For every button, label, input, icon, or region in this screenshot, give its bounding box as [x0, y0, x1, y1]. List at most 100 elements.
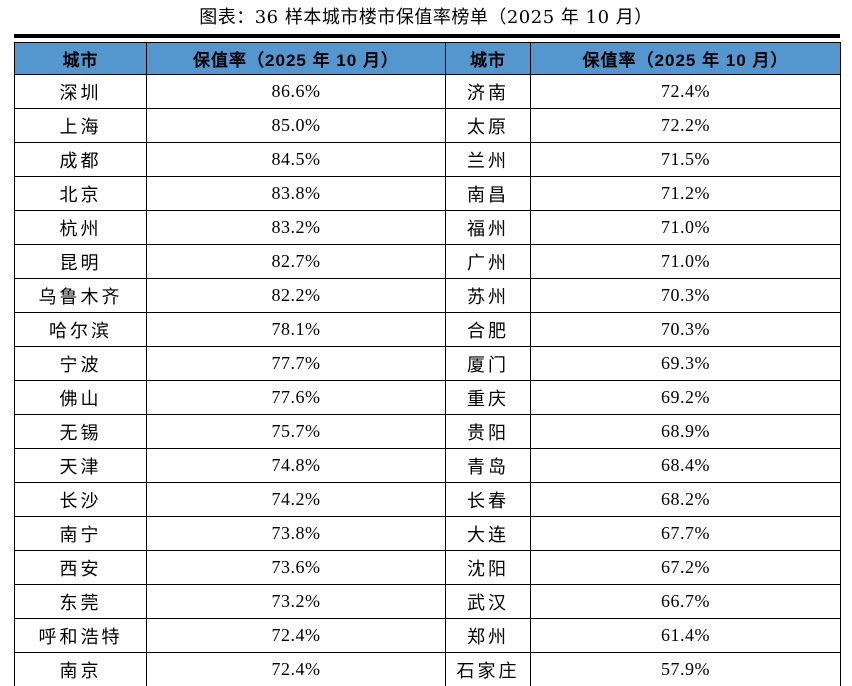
- city-cell-left: 乌鲁木齐: [14, 278, 147, 313]
- city-cell-right: 长春: [445, 482, 531, 517]
- city-cell-right: 太原: [445, 108, 531, 143]
- table-row: 南宁 73.8% 大连 67.7%: [14, 516, 841, 551]
- city-cell-left: 天津: [14, 448, 147, 483]
- city-cell-left: 呼和浩特: [14, 618, 147, 653]
- city-cell-right: 厦门: [445, 346, 531, 381]
- city-cell-right: 广州: [445, 244, 531, 279]
- rate-cell-right: 71.0%: [530, 210, 841, 245]
- city-cell-right: 合肥: [445, 312, 531, 347]
- table-row: 长沙 74.2% 长春 68.2%: [14, 482, 841, 517]
- table-row: 乌鲁木齐 82.2% 苏州 70.3%: [14, 278, 841, 313]
- rate-cell-right: 68.4%: [530, 448, 841, 483]
- table-row: 哈尔滨 78.1% 合肥 70.3%: [14, 312, 841, 347]
- table-row: 北京 83.8% 南昌 71.2%: [14, 176, 841, 211]
- rate-cell-right: 61.4%: [530, 618, 841, 653]
- rate-cell-right: 72.4%: [530, 74, 841, 109]
- rate-cell-right: 67.7%: [530, 516, 841, 551]
- rate-cell-left: 73.2%: [146, 584, 446, 619]
- city-cell-right: 郑州: [445, 618, 531, 653]
- table-row: 南京 72.4% 石家庄 57.9%: [14, 652, 841, 686]
- table-row: 成都 84.5% 兰州 71.5%: [14, 142, 841, 177]
- rate-cell-left: 86.6%: [146, 74, 446, 109]
- page-title: 图表：36 样本城市楼市保值率榜单（2025 年 10 月）: [199, 7, 653, 28]
- rate-cell-right: 69.2%: [530, 380, 841, 415]
- rate-cell-left: 75.7%: [146, 414, 446, 449]
- table-row: 杭州 83.2% 福州 71.0%: [14, 210, 841, 245]
- table-row: 无锡 75.7% 贵阳 68.9%: [14, 414, 841, 449]
- city-cell-right: 青岛: [445, 448, 531, 483]
- city-cell-left: 宁波: [14, 346, 147, 381]
- city-cell-left: 哈尔滨: [14, 312, 147, 347]
- rate-cell-left: 77.6%: [146, 380, 446, 415]
- city-cell-right: 沈阳: [445, 550, 531, 585]
- table-row: 深圳 86.6% 济南 72.4%: [14, 74, 841, 109]
- rate-cell-left: 73.8%: [146, 516, 446, 551]
- rate-cell-right: 57.9%: [530, 652, 841, 686]
- header-rate-right: 保值率（2025 年 10 月）: [530, 42, 841, 75]
- rate-cell-right: 70.3%: [530, 312, 841, 347]
- city-cell-right: 贵阳: [445, 414, 531, 449]
- rate-cell-left: 82.7%: [146, 244, 446, 279]
- city-cell-left: 南京: [14, 652, 147, 686]
- table-row: 天津 74.8% 青岛 68.4%: [14, 448, 841, 483]
- city-cell-right: 济南: [445, 74, 531, 109]
- city-cell-left: 东莞: [14, 584, 147, 619]
- city-cell-right: 重庆: [445, 380, 531, 415]
- rate-cell-left: 73.6%: [146, 550, 446, 585]
- table-row: 宁波 77.7% 厦门 69.3%: [14, 346, 841, 381]
- city-cell-left: 成都: [14, 142, 147, 177]
- city-cell-left: 无锡: [14, 414, 147, 449]
- rate-cell-right: 72.2%: [530, 108, 841, 143]
- city-cell-left: 长沙: [14, 482, 147, 517]
- city-cell-right: 苏州: [445, 278, 531, 313]
- city-cell-left: 北京: [14, 176, 147, 211]
- rate-cell-left: 74.8%: [146, 448, 446, 483]
- rate-cell-left: 74.2%: [146, 482, 446, 517]
- city-cell-left: 佛山: [14, 380, 147, 415]
- rate-cell-right: 70.3%: [530, 278, 841, 313]
- rate-cell-right: 67.2%: [530, 550, 841, 585]
- rate-cell-left: 72.4%: [146, 618, 446, 653]
- header-rate-left: 保值率（2025 年 10 月）: [146, 42, 446, 75]
- rate-cell-right: 71.0%: [530, 244, 841, 279]
- top-rule: [14, 34, 840, 38]
- rate-cell-left: 83.8%: [146, 176, 446, 211]
- city-cell-left: 南宁: [14, 516, 147, 551]
- table-row: 上海 85.0% 太原 72.2%: [14, 108, 841, 143]
- city-cell-right: 石家庄: [445, 652, 531, 686]
- city-cell-left: 昆明: [14, 244, 147, 279]
- header-city-right: 城市: [445, 42, 531, 75]
- rate-cell-left: 84.5%: [146, 142, 446, 177]
- rate-cell-right: 71.2%: [530, 176, 841, 211]
- city-cell-left: 西安: [14, 550, 147, 585]
- table-row: 佛山 77.6% 重庆 69.2%: [14, 380, 841, 415]
- rate-cell-right: 69.3%: [530, 346, 841, 381]
- table-row: 昆明 82.7% 广州 71.0%: [14, 244, 841, 279]
- city-cell-left: 深圳: [14, 74, 147, 109]
- table-row: 呼和浩特 72.4% 郑州 61.4%: [14, 618, 841, 653]
- city-cell-right: 南昌: [445, 176, 531, 211]
- rate-cell-right: 68.2%: [530, 482, 841, 517]
- city-cell-right: 大连: [445, 516, 531, 551]
- rate-cell-left: 72.4%: [146, 652, 446, 686]
- table-header: 城市 保值率（2025 年 10 月） 城市 保值率（2025 年 10 月）: [14, 42, 841, 75]
- rate-cell-left: 82.2%: [146, 278, 446, 313]
- table-body: 深圳 86.6% 济南 72.4% 上海 85.0% 太原 72.2% 成都 8…: [14, 74, 841, 686]
- header-city-left: 城市: [14, 42, 147, 75]
- city-cell-right: 武汉: [445, 584, 531, 619]
- city-cell-left: 上海: [14, 108, 147, 143]
- rate-cell-right: 68.9%: [530, 414, 841, 449]
- header-row: 城市 保值率（2025 年 10 月） 城市 保值率（2025 年 10 月）: [14, 42, 841, 75]
- table-row: 东莞 73.2% 武汉 66.7%: [14, 584, 841, 619]
- rate-cell-left: 85.0%: [146, 108, 446, 143]
- city-cell-right: 兰州: [445, 142, 531, 177]
- rate-cell-left: 78.1%: [146, 312, 446, 347]
- rate-cell-left: 77.7%: [146, 346, 446, 381]
- city-cell-right: 福州: [445, 210, 531, 245]
- city-cell-left: 杭州: [14, 210, 147, 245]
- retention-rate-table: 城市 保值率（2025 年 10 月） 城市 保值率（2025 年 10 月） …: [14, 42, 841, 686]
- rate-cell-right: 71.5%: [530, 142, 841, 177]
- rate-cell-left: 83.2%: [146, 210, 446, 245]
- table-row: 西安 73.6% 沈阳 67.2%: [14, 550, 841, 585]
